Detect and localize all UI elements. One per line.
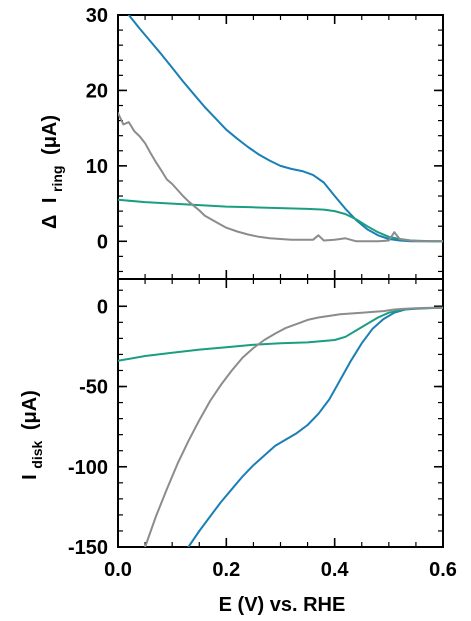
bottom-series-2-line	[118, 306, 443, 362]
top-y-tick-label: 20	[86, 80, 108, 102]
ring-current-panel: 0 10 20 30	[86, 5, 444, 280]
bottom-y-axis-title: I disk (μA)	[19, 390, 47, 480]
bottom-y-axis-main: I	[19, 474, 41, 480]
bottom-y-axis-sub: disk	[29, 440, 45, 468]
top-series-2-line	[118, 198, 443, 243]
bottom-series-1-line	[187, 306, 443, 547]
top-y-axis-sub: ring	[49, 166, 65, 192]
top-y-axis-unit: (μA)	[39, 115, 61, 155]
x-tick-label: 0.2	[212, 559, 240, 581]
top-y-tick-label: 10	[86, 156, 108, 178]
x-tick-label: 0.6	[429, 559, 457, 581]
top-y-axis-main: I	[39, 198, 61, 204]
bottom-y-tick-label: -50	[79, 377, 108, 399]
x-tick-label: 0.0	[104, 559, 132, 581]
top-y-tick-label: 30	[86, 5, 108, 27]
top-y-axis-symbol: Δ	[39, 215, 61, 229]
top-series-3-line	[118, 112, 443, 243]
bottom-series-3-line	[144, 306, 443, 547]
x-axis-title: E (V) vs. RHE	[219, 594, 346, 616]
top-y-axis-title: Δ I ring (μA)	[39, 115, 67, 229]
bottom-y-axis-unit: (μA)	[19, 390, 41, 430]
bottom-y-tick-label: 0	[97, 296, 108, 318]
x-tick-label: 0.4	[321, 559, 350, 581]
top-y-tick-label: 0	[97, 231, 108, 253]
bottom-y-tick-label: -100	[68, 457, 108, 479]
bottom-plot-frame	[117, 278, 444, 548]
bottom-y-tick-label: -150	[68, 537, 108, 559]
